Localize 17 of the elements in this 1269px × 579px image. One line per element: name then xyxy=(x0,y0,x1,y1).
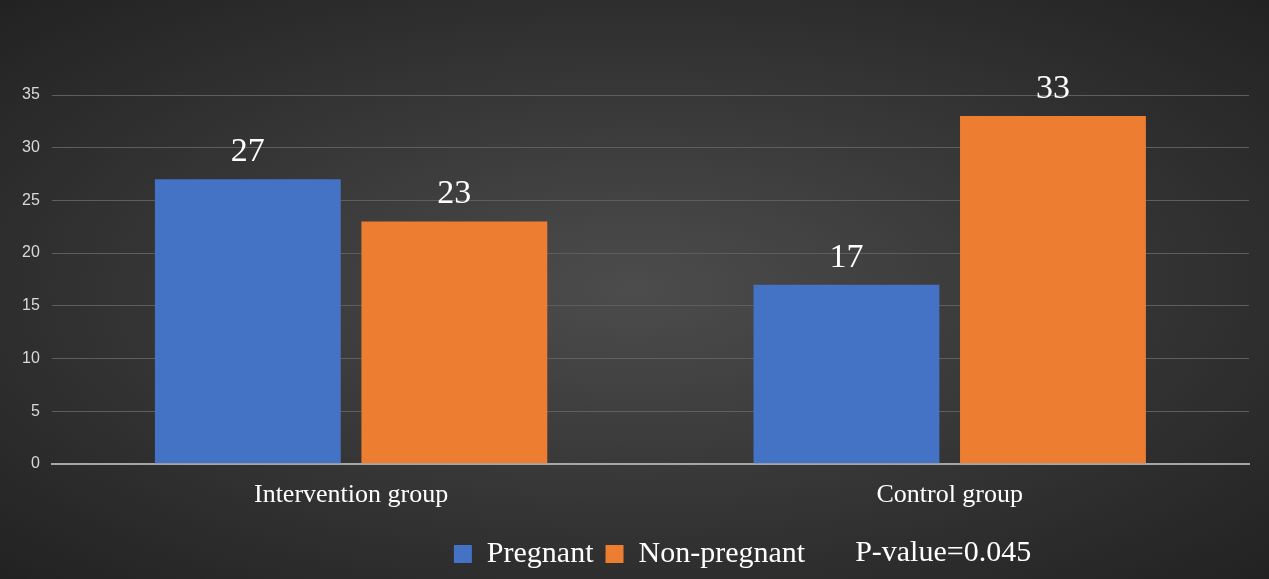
y-tick-label: 20 xyxy=(22,243,40,261)
legend-label: Non-pregnant xyxy=(638,534,806,568)
y-tick-label: 30 xyxy=(22,138,40,156)
data-label: 23 xyxy=(437,173,472,211)
legend-label: Pregnant xyxy=(486,534,595,568)
y-tick-label: 35 xyxy=(22,85,40,103)
y-tick-label: 25 xyxy=(22,190,40,208)
x-tick-label: Intervention group xyxy=(253,479,449,509)
data-label: 27 xyxy=(230,131,265,169)
data-label: 33 xyxy=(1035,68,1070,105)
data-label: 17 xyxy=(829,236,864,274)
x-tick-label: Control group xyxy=(876,479,1023,509)
y-tick-label: 10 xyxy=(22,348,40,366)
y-tick-label: 15 xyxy=(22,296,40,314)
y-tick-label: 0 xyxy=(30,454,40,472)
text: P-value=0.045 xyxy=(855,533,1032,567)
y-tick-label: 5 xyxy=(30,401,40,419)
